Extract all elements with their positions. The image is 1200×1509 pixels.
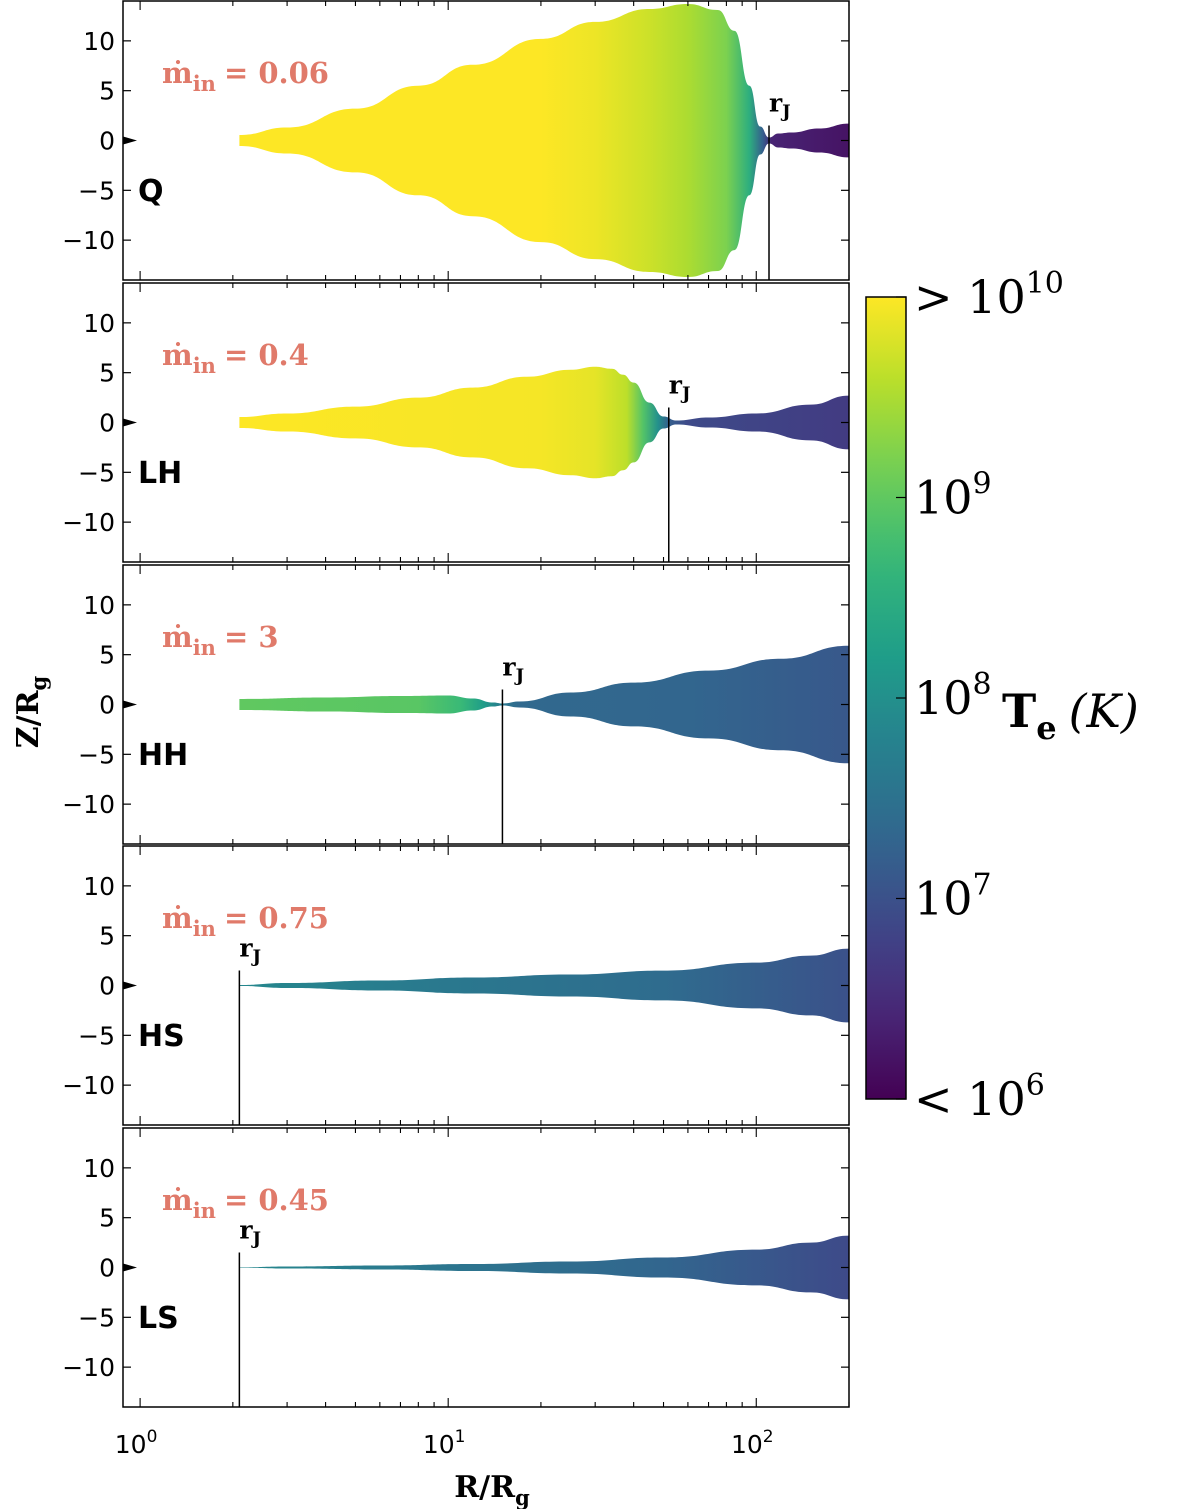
mdot-label: ṁin = 0.45: [162, 1183, 329, 1223]
x-tick-label: 100: [115, 1427, 158, 1459]
colorbar-tick-label: 107: [914, 868, 992, 926]
disk-profile-hs: [239, 948, 849, 1023]
bh-marker-icon: [123, 700, 137, 709]
disk-profile-hh: [239, 645, 849, 764]
y-tick-label: 10: [83, 309, 115, 338]
disk-profile-q: [239, 4, 849, 277]
y-tick-label: −10: [62, 1353, 115, 1382]
y-tick-label: −5: [78, 176, 115, 205]
y-tick-label: 5: [99, 77, 115, 106]
y-tick-label: 0: [99, 691, 115, 720]
mdot-label: ṁin = 0.4: [162, 338, 309, 378]
rj-label: rJ: [239, 934, 261, 968]
colorbar-title: Te (K): [1002, 684, 1139, 747]
colorbar-tick-label: 109: [914, 467, 992, 525]
y-tick-label: 0: [99, 972, 115, 1001]
y-tick-label: 10: [83, 27, 115, 56]
y-tick-label: −10: [62, 1071, 115, 1100]
x-axis-label: R/Rg: [454, 1470, 530, 1509]
colorbar: > 1010 109 108 107 < 106: [865, 266, 1064, 1126]
y-tick-label: −5: [78, 740, 115, 769]
y-tick-label: 5: [99, 359, 115, 388]
y-tick-label: 10: [83, 1154, 115, 1183]
colorbar-tick-label: 108: [914, 667, 992, 725]
y-tick-label: 10: [83, 872, 115, 901]
state-label: Q: [138, 174, 164, 209]
x-tick-labels: 100 101 102: [115, 1427, 774, 1459]
bh-marker-icon: [123, 418, 137, 427]
rj-label: rJ: [239, 1216, 261, 1250]
y-tick-label: 0: [99, 1254, 115, 1283]
panel-hh: 10 5 0 −5 −10 rJ ṁin = 3 HH: [62, 564, 850, 845]
rj-label: rJ: [769, 89, 791, 123]
y-tick-label: 10: [83, 591, 115, 620]
y-tick-label: 0: [99, 127, 115, 156]
state-label: HS: [138, 1019, 185, 1054]
panel-q: 10 5 0 −5 −10 rJ ṁin = 0.06 Q: [62, 0, 850, 281]
bh-marker-icon: [123, 1263, 137, 1272]
y-tick-label: 5: [99, 641, 115, 670]
rj-label: rJ: [669, 371, 691, 405]
colorbar-tick-label: > 1010: [914, 266, 1064, 324]
y-tick-label: −10: [62, 508, 115, 537]
state-label: LS: [138, 1301, 179, 1336]
y-tick-label: −10: [62, 790, 115, 819]
mdot-label: ṁin = 0.75: [162, 901, 329, 941]
y-tick-label: −5: [78, 1021, 115, 1050]
disk-profile-lh: [239, 366, 849, 479]
rj-label: rJ: [502, 653, 524, 687]
x-tick-label: 102: [731, 1427, 774, 1459]
x-tick-label: 101: [423, 1427, 466, 1459]
bh-marker-icon: [123, 136, 137, 145]
disk-profile-ls: [239, 1235, 849, 1300]
y-tick-label: −5: [78, 1303, 115, 1332]
state-label: LH: [138, 456, 182, 491]
bh-marker-icon: [123, 981, 137, 990]
y-tick-label: 5: [99, 922, 115, 951]
mdot-label: ṁin = 0.06: [162, 56, 329, 96]
colorbar-tick-label: < 106: [914, 1068, 1045, 1126]
panel-lh: 10 5 0 −5 −10 rJ ṁin = 0.4 LH: [62, 282, 850, 563]
y-tick-label: −5: [78, 458, 115, 487]
state-label: HH: [138, 738, 188, 773]
y-tick-label: 5: [99, 1204, 115, 1233]
y-tick-label: 0: [99, 409, 115, 438]
y-axis-label: Z/Rg: [11, 675, 51, 748]
y-tick-label: −10: [62, 226, 115, 255]
mdot-label: ṁin = 3: [162, 620, 279, 660]
